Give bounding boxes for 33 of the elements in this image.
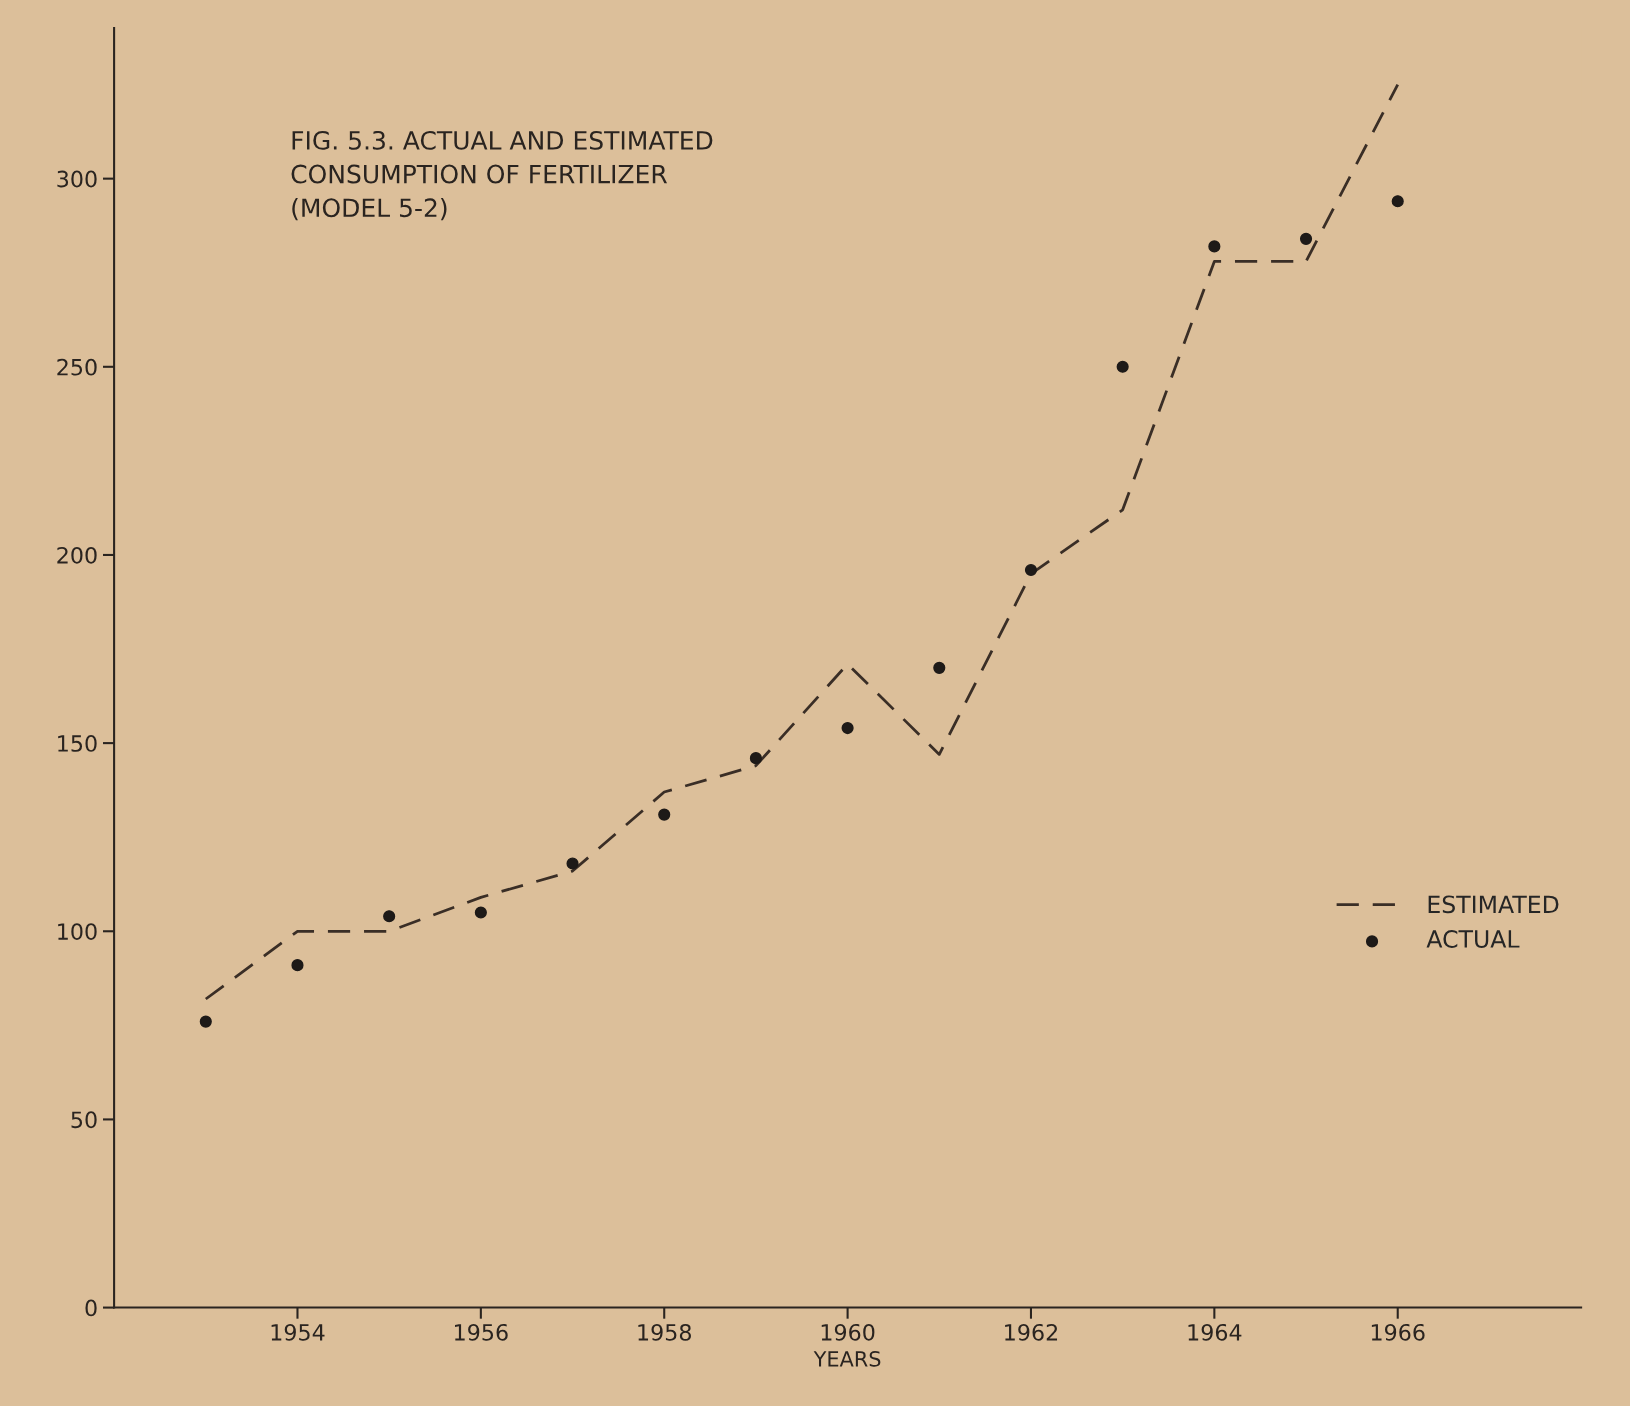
point <box>1391 195 1404 208</box>
x-tick-label: 1954 <box>271 1323 325 1341</box>
point <box>474 906 487 919</box>
point <box>383 910 396 923</box>
x-tick-label: 1962 <box>1005 1323 1058 1341</box>
y-tick-label: 150 <box>58 735 97 752</box>
x-tick-label: 1964 <box>1188 1323 1242 1341</box>
text: FIG. 5.3. ACTUAL AND ESTIMATED CONSUMPTION OF FERTILIZER (MODEL 5-2) <box>291 130 713 221</box>
point <box>658 808 671 821</box>
y-tick-label: 50 <box>71 1111 97 1129</box>
x-tick-label: 1960 <box>821 1323 875 1341</box>
x-tick-label: 1966 <box>1371 1323 1425 1341</box>
point <box>1116 360 1129 373</box>
point <box>1299 232 1313 245</box>
x-axis-title: YEARS <box>813 1350 881 1367</box>
point <box>749 752 762 765</box>
point <box>1024 563 1038 577</box>
legend-label: ACTUAL <box>1426 930 1520 948</box>
y-tick-label: 250 <box>57 358 97 376</box>
y-tick-label: 100 <box>58 923 97 941</box>
x-tick-label: 1956 <box>455 1323 508 1341</box>
point <box>1208 240 1221 253</box>
y-tick-label: 300 <box>57 170 97 188</box>
point <box>933 661 946 674</box>
point <box>199 1015 212 1028</box>
y-tick-label: 200 <box>57 546 97 564</box>
point <box>841 721 854 735</box>
legend-label: ESTIMATED <box>1428 895 1559 914</box>
x-tick-label: 1958 <box>638 1323 691 1341</box>
point <box>566 857 579 870</box>
line-series <box>204 83 1400 1001</box>
y-tick-label: 0 <box>85 1299 97 1317</box>
point <box>291 959 304 972</box>
